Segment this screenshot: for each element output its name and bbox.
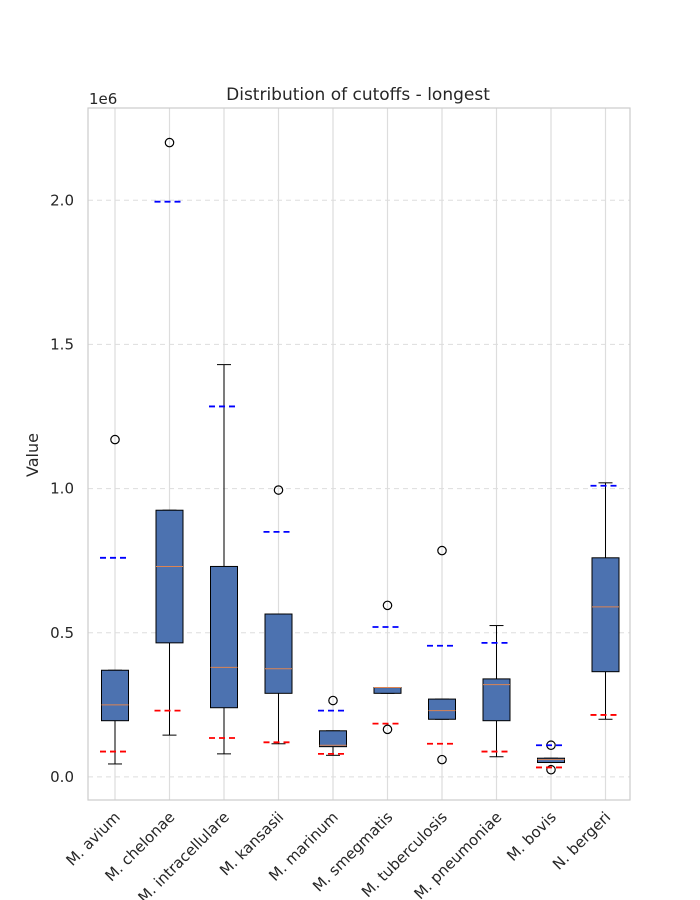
outlier-point	[164, 137, 175, 148]
outlier-point	[328, 695, 338, 706]
box-group	[100, 434, 130, 765]
box-group	[536, 740, 566, 775]
box-group	[372, 600, 403, 735]
box-group	[263, 485, 294, 745]
box-iqr	[537, 757, 565, 764]
outlier-point	[382, 724, 393, 735]
box-iqr	[319, 730, 347, 748]
box-iqr	[210, 565, 238, 709]
box-iqr	[591, 557, 620, 673]
y-tick-label: 0.5	[50, 624, 74, 642]
box-iqr	[428, 698, 456, 720]
chart-title: Distribution of cutoffs - longest	[226, 85, 490, 105]
outlier-point	[110, 434, 120, 445]
box-group	[154, 137, 185, 736]
box-iqr	[264, 613, 293, 694]
x-tick-label: N. bergeri	[549, 808, 614, 873]
y-tick-label: 1.0	[50, 480, 74, 498]
outlier-point	[546, 764, 556, 775]
plot-frame	[87, 107, 631, 801]
box-group	[318, 695, 348, 756]
box-iqr	[155, 509, 184, 644]
outlier-point	[382, 600, 393, 611]
y-axis-label: Value	[23, 433, 42, 477]
y-tick-label: 2.0	[50, 191, 74, 209]
box-iqr	[482, 678, 511, 722]
x-tick-label: M. bovis	[503, 808, 560, 865]
box-group	[427, 545, 457, 765]
x-tick-label: M. intracellulare	[134, 808, 232, 900]
box-group	[481, 625, 512, 758]
box-iqr	[101, 669, 129, 722]
y-tick-label: 1.5	[50, 335, 74, 353]
box-group	[590, 482, 621, 720]
outlier-point	[273, 485, 284, 495]
box-layer	[100, 137, 621, 775]
box-iqr	[373, 687, 402, 694]
outlier-point	[437, 754, 447, 765]
outlier-point	[437, 545, 447, 556]
y-scale-label: 1e6	[89, 90, 117, 108]
y-tick-label: 0.0	[50, 768, 74, 786]
box-group	[209, 364, 239, 755]
